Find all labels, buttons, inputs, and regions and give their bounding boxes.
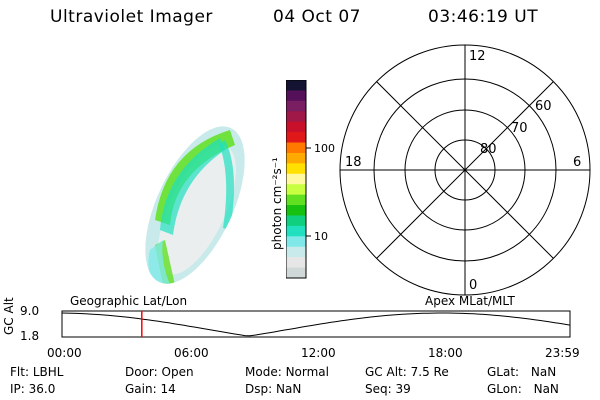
status-gain: Gain: 14 bbox=[125, 382, 176, 396]
color-bar-segment bbox=[286, 100, 306, 112]
date-label: 04 Oct 07 bbox=[273, 7, 361, 27]
timeline-x-tick-label: 06:00 bbox=[174, 346, 209, 360]
status-dsp-value: NaN bbox=[275, 382, 302, 396]
timeline-frame bbox=[61, 310, 571, 338]
status-door: Door: Open bbox=[125, 365, 194, 379]
color-bar-segment bbox=[286, 246, 306, 258]
timeline-left-label: Geographic Lat/Lon bbox=[70, 294, 188, 308]
status-glon-label: GLon: bbox=[487, 382, 522, 396]
color-bar-segment bbox=[286, 163, 306, 175]
status-door-value: Open bbox=[161, 365, 194, 379]
color-bar-frame bbox=[285, 79, 307, 279]
status-flt-label: Flt: bbox=[10, 365, 29, 379]
timeline-plot: 9.0 1.8 00:00 06:00 12:00 18:00 23:59 bbox=[20, 305, 580, 360]
color-bar-tick-label: 100 bbox=[314, 142, 335, 155]
auroral-image-pixels bbox=[145, 126, 245, 285]
color-bar-segment bbox=[286, 215, 306, 227]
status-mode: Mode: Normal bbox=[245, 365, 329, 379]
color-bar-segment bbox=[286, 173, 306, 185]
status-glat-value: NaN bbox=[530, 365, 557, 379]
color-bar-segment bbox=[286, 267, 306, 279]
status-seq-value: 39 bbox=[395, 382, 411, 396]
color-bar-segment bbox=[286, 142, 306, 154]
status-gain-label: Gain: bbox=[125, 382, 157, 396]
status-gc-alt-label: GC Alt: bbox=[365, 365, 407, 379]
status-glat-label: GLat: bbox=[487, 365, 520, 379]
status-flt: Flt: LBHL bbox=[10, 365, 63, 379]
status-mode-value: Normal bbox=[285, 365, 329, 379]
color-bar-segment bbox=[286, 184, 306, 196]
timeline-x-tick-label: 23:59 bbox=[545, 346, 580, 360]
status-gc-alt-value: 7.5 Re bbox=[410, 365, 449, 379]
color-bar-segment bbox=[286, 111, 306, 123]
color-bar-segment bbox=[286, 121, 306, 133]
auroral-image bbox=[145, 126, 245, 285]
color-bar-scale: 100 10 bbox=[285, 79, 335, 279]
status-dsp-label: Dsp: bbox=[245, 382, 273, 396]
status-seq-label: Seq: bbox=[365, 382, 392, 396]
color-bar-tick-label: 10 bbox=[314, 230, 328, 243]
polar-mlt-label: 6 bbox=[573, 155, 581, 170]
timeline-y-tick-label: 9.0 bbox=[20, 305, 39, 318]
status-flt-value: LBHL bbox=[32, 365, 64, 379]
altitude-curve bbox=[61, 312, 571, 337]
timeline-x-tick-label: 00:00 bbox=[47, 346, 82, 360]
color-bar-segment bbox=[286, 80, 306, 91]
timeline-x-tick-label: 12:00 bbox=[301, 346, 336, 360]
color-bar-segment bbox=[286, 152, 306, 164]
time-label: 03:46:19 UT bbox=[428, 7, 539, 27]
color-bar-unit-label: photon cm⁻²s⁻¹ bbox=[270, 157, 284, 250]
polar-lat-label: 60 bbox=[535, 99, 552, 114]
timeline-right-label: Apex MLat/MLT bbox=[425, 294, 515, 308]
status-glon-value: NaN bbox=[533, 382, 559, 396]
status-seq: Seq: 39 bbox=[365, 382, 411, 396]
color-bar: 100 10 bbox=[285, 79, 366, 284]
status-gc-alt: GC Alt: 7.5 Re bbox=[365, 365, 449, 379]
instrument-title: Ultraviolet Imager bbox=[50, 7, 213, 27]
color-bar-segment bbox=[286, 90, 306, 102]
polar-lat-label: 70 bbox=[511, 121, 528, 136]
status-glat: GLat: NaN bbox=[487, 365, 556, 379]
status-ip-label: IP: bbox=[10, 382, 25, 396]
polar-mlt-label: 18 bbox=[345, 155, 362, 170]
status-ip: IP: 36.0 bbox=[10, 382, 55, 396]
status-mode-label: Mode: bbox=[245, 365, 282, 379]
status-glon: GLon: NaN bbox=[487, 382, 559, 396]
polar-mlt-label: 0 bbox=[469, 278, 477, 293]
color-bar-segment bbox=[286, 194, 306, 206]
color-bar-segment bbox=[286, 236, 306, 248]
status-dsp: Dsp: NaN bbox=[245, 382, 301, 396]
timeline-y-tick-label: 1.8 bbox=[20, 329, 39, 343]
timeline-x-tick-label: 18:00 bbox=[428, 346, 463, 360]
status-ip-value: 36.0 bbox=[28, 382, 56, 396]
color-bar-segment bbox=[286, 132, 306, 144]
status-gain-value: 14 bbox=[160, 382, 176, 396]
polar-grid-spoke bbox=[376, 81, 554, 259]
color-bar-segment bbox=[286, 225, 306, 237]
color-bar-segment bbox=[286, 205, 306, 216]
color-bar-segment bbox=[286, 257, 306, 269]
status-door-label: Door: bbox=[125, 365, 158, 379]
polar-lat-label: 80 bbox=[480, 142, 497, 157]
polar-mlt-label: 12 bbox=[469, 49, 486, 64]
